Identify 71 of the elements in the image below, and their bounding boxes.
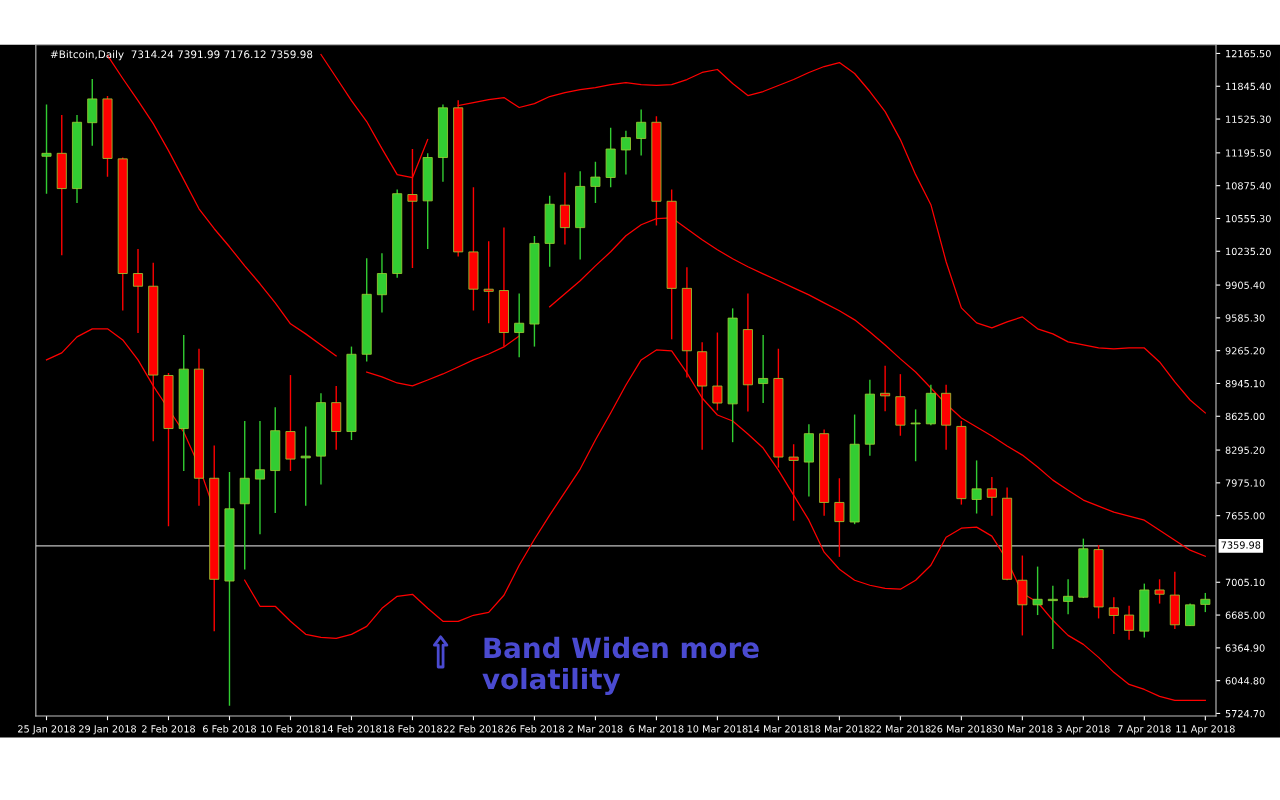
y-tick-label: 11195.50 — [1226, 149, 1271, 157]
y-tick-label: 8945.10 — [1225, 379, 1265, 388]
candlestick — [300, 425, 311, 507]
x-tick-label: 22 Mar 2018 — [870, 725, 931, 733]
y-tick-label: 7975.10 — [1225, 479, 1265, 487]
candlestick — [1032, 565, 1043, 616]
y-tick-label: 10555.30 — [1226, 214, 1271, 223]
candlestick — [376, 252, 387, 314]
candlestick — [1108, 596, 1119, 635]
annotation: Band Widen more volatility — [482, 636, 759, 695]
y-tick-label: 12165.50 — [1226, 49, 1271, 58]
candlestick — [1124, 604, 1135, 641]
candlestick — [758, 334, 769, 404]
candlestick — [514, 292, 525, 358]
x-tick-label: 26 Mar 2018 — [931, 725, 992, 733]
y-tick-label: 6364.90 — [1225, 644, 1265, 652]
candlestick — [254, 420, 265, 536]
candlestick — [712, 331, 723, 412]
candlestick — [87, 78, 98, 147]
candlestick — [1047, 585, 1058, 650]
y-tick-label: 10875.40 — [1226, 182, 1271, 190]
x-tick-label: 30 Mar 2018 — [992, 725, 1053, 733]
x-tick-label: 25 Jan 2018 — [18, 725, 75, 735]
y-tick-label: 11845.40 — [1226, 82, 1271, 91]
candlestick — [590, 161, 601, 204]
candlestick — [1063, 578, 1074, 615]
x-tick-label: 22 Feb 2018 — [443, 725, 504, 733]
ref-line-label: 7359.98 — [1221, 541, 1261, 549]
candlestick — [133, 248, 143, 334]
y-tick-label: 9905.40 — [1225, 281, 1265, 289]
candlestick — [1200, 592, 1211, 613]
x-tick-label: 7 Apr 2018 — [1118, 725, 1171, 735]
candlestick — [620, 130, 631, 176]
x-tick-label: 6 Feb 2018 — [203, 725, 256, 733]
y-tick-label: 7005.10 — [1225, 578, 1265, 587]
y-tick-label: 9265.20 — [1225, 347, 1265, 355]
y-tick-label: 9585.30 — [1225, 314, 1265, 322]
candlestick — [834, 477, 845, 558]
y-tick-label: 5724.70 — [1225, 709, 1265, 718]
y-tick-label: 8295.20 — [1225, 446, 1265, 454]
candlestick — [880, 364, 891, 412]
candlestick — [788, 443, 799, 522]
x-tick-label: 2 Mar 2018 — [568, 725, 623, 733]
x-tick-label: 10 Feb 2018 — [261, 725, 321, 733]
candlestick — [910, 408, 921, 462]
candlestick — [41, 103, 52, 195]
x-tick-label: 18 Mar 2018 — [809, 725, 870, 733]
x-tick-label: 26 Feb 2018 — [504, 725, 565, 733]
x-tick-label: 14 Mar 2018 — [748, 725, 809, 733]
y-tick-label: 6685.00 — [1225, 611, 1265, 619]
y-tick-label: 8625.00 — [1225, 412, 1265, 421]
chart-title: #Bitcoin,Daily 7314.24 7391.99 7176.12 7359.98 — [50, 50, 313, 61]
candlestick — [971, 459, 982, 515]
x-tick-label: 11 Apr 2018 — [1176, 725, 1235, 735]
candlestick — [986, 476, 997, 517]
candlestick — [407, 148, 418, 269]
y-tick-label: 7655.00 — [1225, 512, 1265, 520]
candlestick — [636, 108, 647, 157]
y-tick-label: 6044.80 — [1225, 677, 1265, 685]
x-tick-label: 14 Feb 2018 — [322, 725, 382, 733]
x-tick-label: 2 Feb 2018 — [142, 725, 195, 733]
x-tick-label: 29 Jan 2018 — [79, 725, 136, 735]
y-tick-label: 11525.30 — [1226, 115, 1271, 123]
x-tick-label: 6 Mar 2018 — [629, 725, 684, 733]
candlestick — [559, 171, 570, 246]
y-tick-label: 10235.20 — [1226, 247, 1271, 256]
x-tick-label: 10 Mar 2018 — [687, 725, 748, 733]
candlestick — [1154, 578, 1165, 605]
x-tick-label: 3 Apr 2018 — [1057, 725, 1110, 735]
x-tick-label: 18 Feb 2018 — [383, 725, 443, 733]
candlestick — [483, 240, 494, 324]
